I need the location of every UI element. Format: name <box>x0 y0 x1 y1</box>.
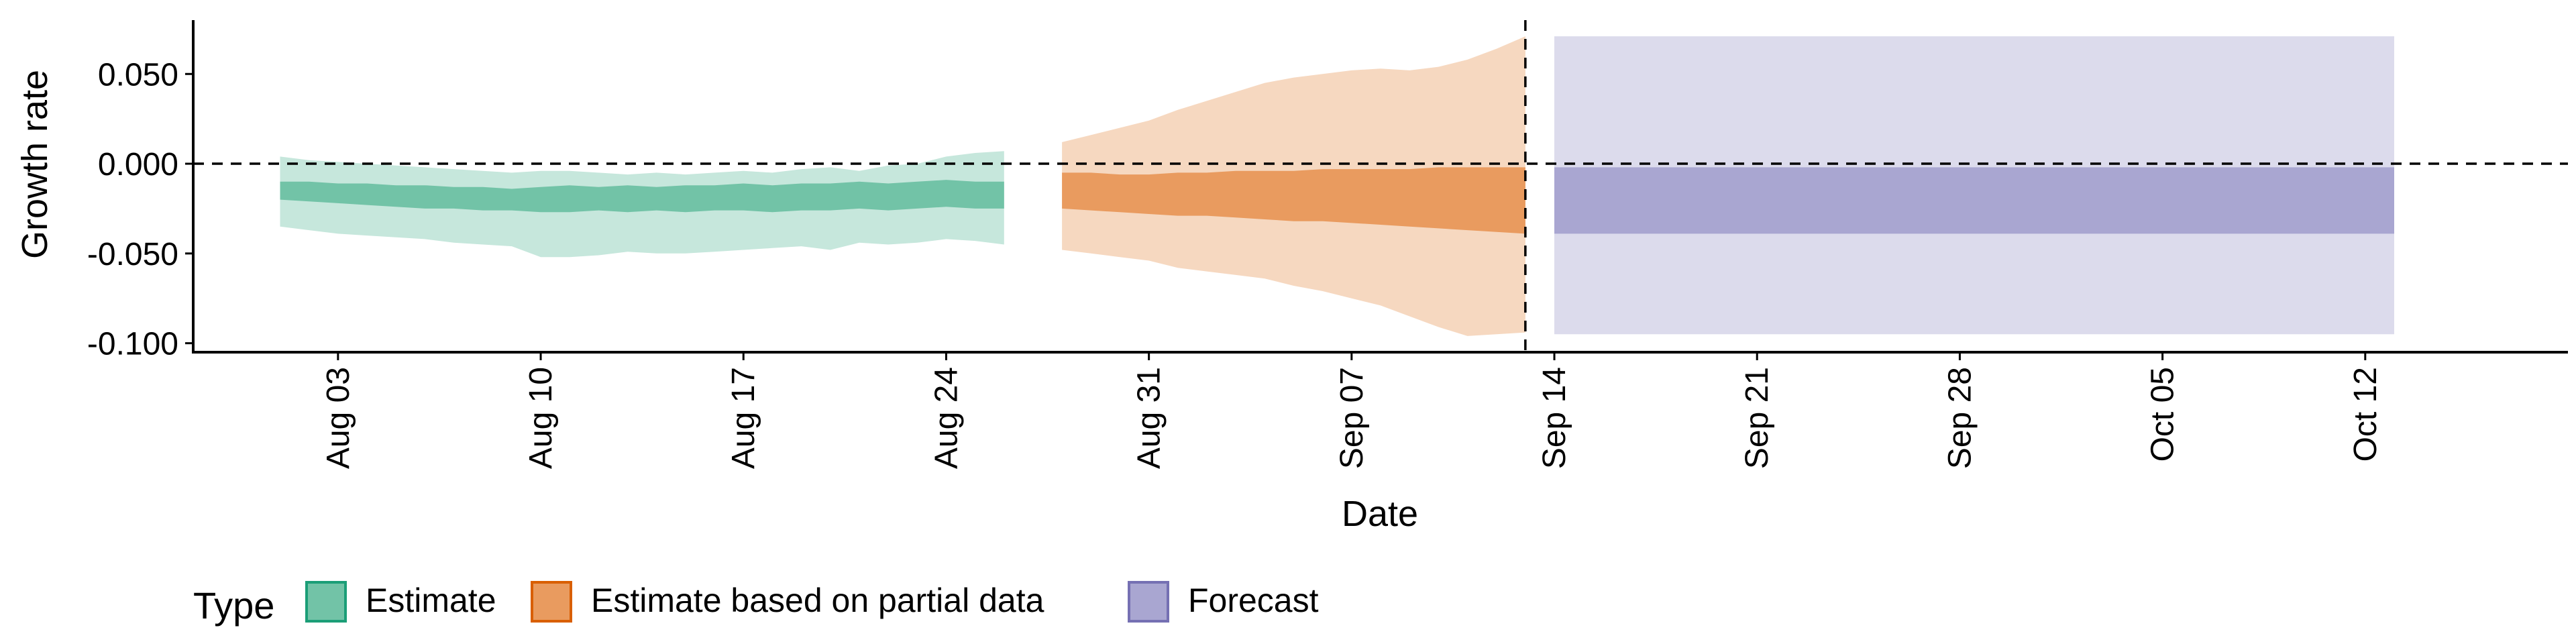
reference-lines-layer <box>193 20 2568 352</box>
x-tick-label: Sep 21 <box>1739 367 1775 469</box>
legend-label-estimate: Estimate <box>366 582 496 619</box>
y-tick-label: -0.100 <box>87 327 178 362</box>
y-tick-label: 0.000 <box>98 147 178 182</box>
x-tick-label: Sep 28 <box>1942 367 1978 469</box>
y-tick-label: -0.050 <box>87 237 178 272</box>
legend-key-forecast <box>1128 581 1169 623</box>
legend: Type Estimate Estimate based on partial d… <box>193 581 1319 627</box>
x-tick-label: Aug 17 <box>726 367 761 469</box>
legend-title: Type <box>193 584 274 627</box>
x-axis-title: Date <box>1342 494 1418 534</box>
estimate-inner-band <box>280 180 1004 213</box>
axes-layer: 0.050 0.000 -0.050 -0.100 Aug 03 Aug 10 Aug 17… <box>87 20 2568 469</box>
x-tick-label: Oct 12 <box>2348 367 2383 462</box>
x-tick-label: Oct 05 <box>2145 367 2181 462</box>
partial-inner-band <box>1062 167 1525 234</box>
legend-label-forecast: Forecast <box>1188 582 1319 619</box>
x-tick-label: Sep 07 <box>1334 367 1370 469</box>
legend-key-estimate <box>305 581 347 623</box>
y-axis-title: Growth rate <box>15 70 55 259</box>
x-tick-label: Aug 24 <box>928 367 964 469</box>
x-tick-label: Aug 31 <box>1132 367 1167 469</box>
bands-layer <box>280 36 2394 336</box>
x-tick-label: Sep 14 <box>1537 367 1572 469</box>
y-tick-label: 0.050 <box>98 57 178 93</box>
legend-label-partial: Estimate based on partial data <box>591 582 1044 619</box>
forecast-inner-band <box>1554 167 2394 234</box>
x-tick-label: Aug 10 <box>523 367 559 469</box>
x-tick-label: Aug 03 <box>321 367 356 469</box>
legend-key-partial <box>531 581 572 623</box>
